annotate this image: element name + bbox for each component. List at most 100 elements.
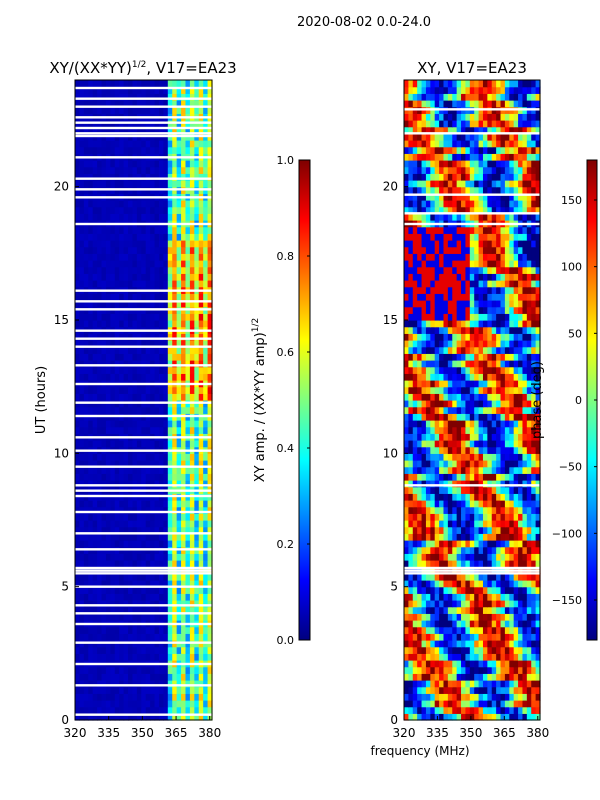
flagged-row <box>404 108 540 111</box>
flagged-row <box>75 510 212 514</box>
y-tick-label: 20 <box>54 180 69 194</box>
flagged-row <box>75 484 212 487</box>
colorbar-tick-label: 0.2 <box>277 538 295 551</box>
amplitude-colorbar: 0.0 0.2 0.4 0.6 0.8 1.0 XY amp. / (XX*YY amp)… <box>251 154 311 647</box>
colorbar-tick-label: 1.0 <box>277 154 295 167</box>
x-tick-label: 365 <box>493 726 516 740</box>
flagged-row <box>75 572 212 575</box>
flagged-row <box>75 382 212 386</box>
amplitude-colorbar-label: XY amp. / (XX*YY amp)1/2 <box>251 318 268 482</box>
flagged-row <box>75 566 212 570</box>
flagged-row <box>404 212 540 215</box>
colorbar-tick-label: 50 <box>568 327 582 340</box>
x-tick-label: 380 <box>526 726 549 740</box>
phase-colorbar-ticks: 150 100 50 0 −50 −100 −150 <box>552 194 597 607</box>
phase-panel: XY, V17=EA23 320 335 350 365 380 0 5 10 15 20 <box>383 59 550 740</box>
flagged-row <box>75 121 212 124</box>
amplitude-ylabel: UT (hours) <box>34 366 49 434</box>
flagged-row <box>75 612 212 615</box>
colorbar-tick-label: 0.0 <box>277 634 295 647</box>
flagged-row <box>75 585 212 588</box>
amplitude-panel: XY/(XX*YY)1/2, V17=EA23 320 335 350 365 380 0… <box>34 59 237 740</box>
y-tick-label: 10 <box>54 446 69 460</box>
phase-title: XY, V17=EA23 <box>417 59 527 77</box>
amplitude-title: XY/(XX*YY)1/2, V17=EA23 <box>49 59 236 77</box>
y-tick-label: 0 <box>61 713 69 727</box>
flagged-row <box>75 105 212 108</box>
flagged-row <box>75 662 212 666</box>
y-tick-label: 5 <box>61 580 69 594</box>
x-tick-label: 320 <box>393 726 416 740</box>
flagged-row <box>75 116 212 119</box>
amplitude-colorbar-gradient <box>299 160 310 640</box>
flagged-row <box>75 684 212 687</box>
flagged-row <box>75 156 212 159</box>
flagged-row <box>75 436 212 439</box>
flagged-row <box>75 401 212 404</box>
flagged-row <box>75 548 212 551</box>
x-tick-label: 350 <box>131 726 154 740</box>
flagged-row <box>75 641 212 644</box>
x-tick-label: 320 <box>64 726 87 740</box>
flagged-row <box>75 713 212 716</box>
y-tick-label: 20 <box>383 180 398 194</box>
colorbar-tick-label: 0.4 <box>277 442 295 455</box>
phase-colorbar: 150 100 50 0 −50 −100 −150 phase (deg) <box>530 159 598 641</box>
amplitude-colorbar-ticks: 0.0 0.2 0.4 0.6 0.8 1.0 <box>277 154 310 647</box>
flagged-row <box>75 622 212 626</box>
x-tick-label: 335 <box>426 726 449 740</box>
flagged-row <box>404 484 540 487</box>
flagged-row <box>75 489 212 492</box>
flagged-row <box>75 308 212 311</box>
y-tick-label: 15 <box>383 313 398 327</box>
colorbar-tick-label: 0.6 <box>277 346 295 359</box>
flagged-row <box>75 196 212 199</box>
flagged-row <box>75 86 212 90</box>
y-tick-label: 15 <box>54 313 69 327</box>
amplitude-colorbar-frame <box>298 159 311 641</box>
flagged-row <box>404 572 540 575</box>
y-tick-label: 10 <box>383 446 398 460</box>
y-tick-label: 0 <box>390 713 398 727</box>
flagged-row <box>75 126 212 130</box>
flagged-row <box>75 604 212 607</box>
colorbar-tick-label: −100 <box>552 527 582 540</box>
flagged-row <box>75 97 212 100</box>
colorbar-tick-label: −50 <box>559 461 582 474</box>
x-tick-label: 380 <box>198 726 221 740</box>
amplitude-axes-frame <box>74 79 213 721</box>
flagged-row <box>75 134 212 138</box>
amplitude-flagged-rows <box>75 86 212 716</box>
flagged-row <box>75 532 212 535</box>
flagged-row <box>75 364 212 367</box>
flagged-row <box>404 569 540 572</box>
phase-axes-frame <box>403 79 541 721</box>
phase-ticks: 320 335 350 365 380 0 5 10 15 20 <box>383 180 550 740</box>
colorbar-tick-label: 100 <box>561 261 582 274</box>
flagged-row <box>404 222 540 226</box>
flagged-row <box>75 300 212 303</box>
colorbar-tick-label: 0.8 <box>277 250 295 263</box>
colorbar-tick-label: −150 <box>552 594 582 607</box>
flagged-row <box>75 222 212 226</box>
phase-heatmap <box>404 80 541 721</box>
phase-flagged-rows <box>404 108 540 575</box>
flagged-row <box>75 132 212 135</box>
flagged-row <box>75 414 212 418</box>
amplitude-ticks: 320 335 350 365 380 0 5 10 15 20 <box>54 180 221 740</box>
flagged-row <box>75 188 212 191</box>
phase-colorbar-label: phase (deg) <box>530 361 545 439</box>
flagged-row <box>404 193 540 196</box>
colorbar-tick-label: 0 <box>575 394 582 407</box>
flagged-row <box>404 566 540 570</box>
x-tick-label: 365 <box>165 726 188 740</box>
x-tick-label: 350 <box>459 726 482 740</box>
flagged-row <box>75 465 212 468</box>
flagged-row <box>404 132 540 135</box>
flagged-row <box>75 449 212 452</box>
flagged-row <box>75 345 212 348</box>
phase-colorbar-gradient <box>587 160 597 640</box>
flagged-row <box>75 337 212 340</box>
flagged-row <box>75 177 212 180</box>
flagged-row <box>75 494 212 498</box>
